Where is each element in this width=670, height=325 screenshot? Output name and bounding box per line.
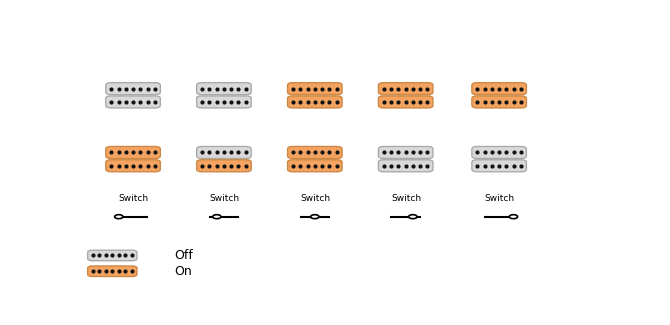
FancyBboxPatch shape [106, 83, 160, 95]
FancyBboxPatch shape [287, 147, 342, 159]
Circle shape [409, 215, 417, 219]
FancyBboxPatch shape [88, 266, 137, 277]
FancyBboxPatch shape [197, 83, 251, 95]
FancyBboxPatch shape [472, 83, 527, 95]
Text: Switch: Switch [391, 194, 421, 203]
FancyBboxPatch shape [106, 160, 160, 172]
FancyBboxPatch shape [379, 160, 433, 172]
FancyBboxPatch shape [472, 147, 527, 159]
FancyBboxPatch shape [88, 250, 137, 261]
Text: Switch: Switch [301, 194, 331, 203]
FancyBboxPatch shape [472, 96, 527, 108]
FancyBboxPatch shape [379, 83, 433, 95]
Circle shape [311, 215, 319, 219]
Circle shape [115, 215, 123, 219]
FancyBboxPatch shape [472, 160, 527, 172]
Text: Switch: Switch [119, 194, 149, 203]
FancyBboxPatch shape [106, 96, 160, 108]
Text: Switch: Switch [210, 194, 240, 203]
FancyBboxPatch shape [287, 160, 342, 172]
Circle shape [509, 215, 518, 219]
FancyBboxPatch shape [197, 160, 251, 172]
FancyBboxPatch shape [106, 147, 160, 159]
FancyBboxPatch shape [379, 96, 433, 108]
FancyBboxPatch shape [287, 96, 342, 108]
Circle shape [212, 215, 221, 219]
FancyBboxPatch shape [287, 83, 342, 95]
FancyBboxPatch shape [197, 147, 251, 159]
Text: On: On [175, 265, 192, 278]
Text: Off: Off [175, 249, 194, 262]
FancyBboxPatch shape [197, 96, 251, 108]
FancyBboxPatch shape [379, 147, 433, 159]
Text: Switch: Switch [485, 194, 515, 203]
